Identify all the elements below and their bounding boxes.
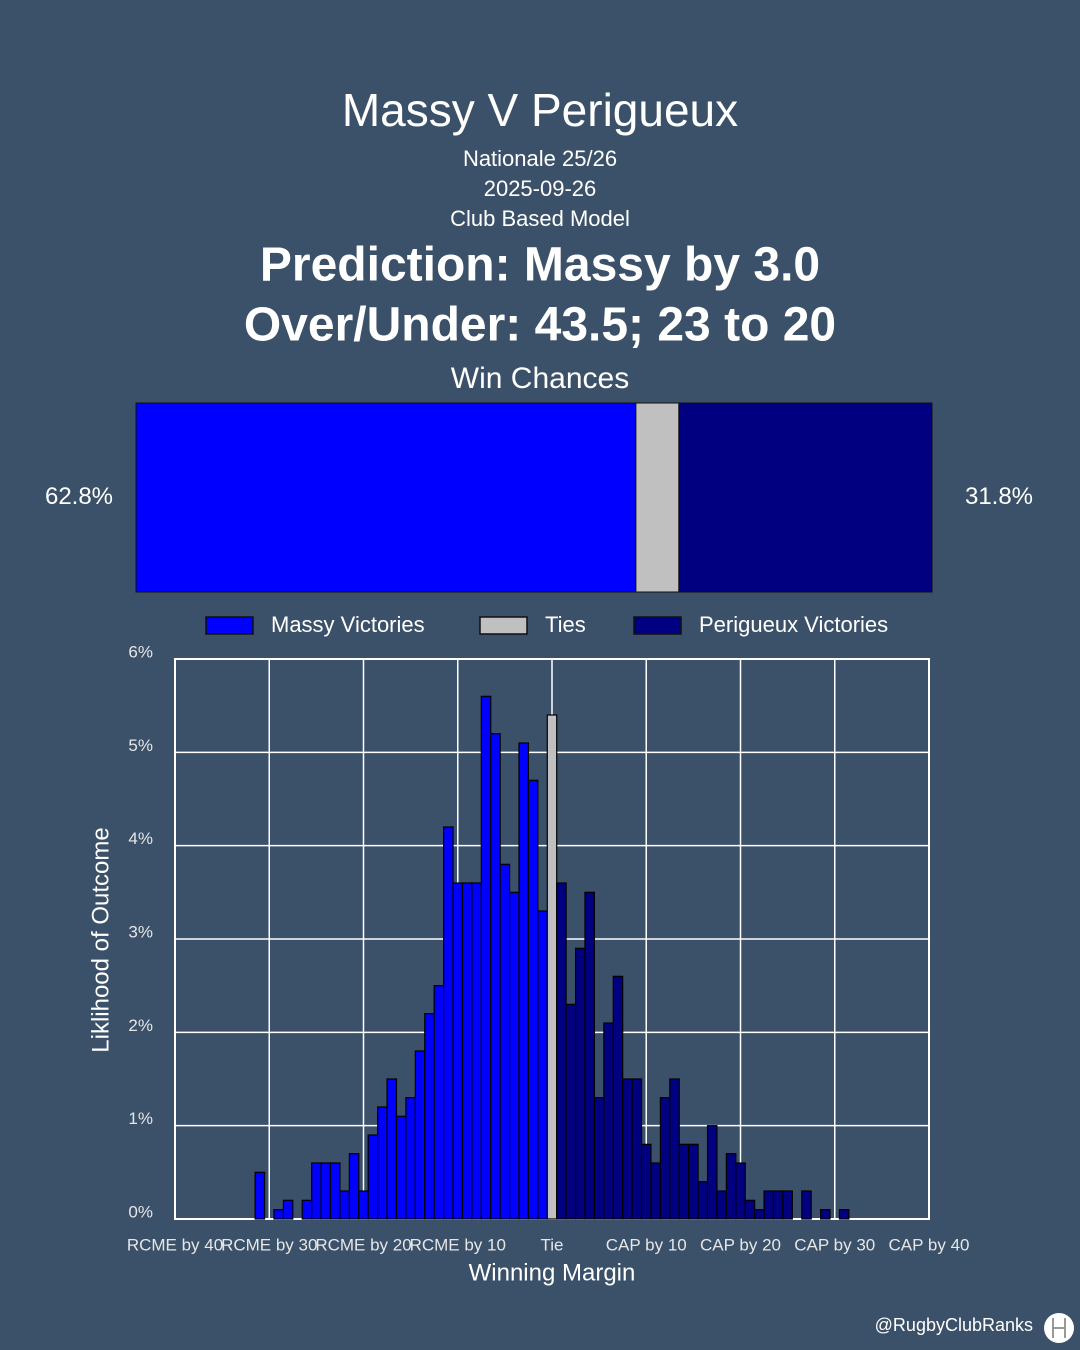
bar: [329, 1162, 341, 1220]
bar: [593, 1097, 605, 1220]
y-tick-label: 1%: [128, 1109, 153, 1128]
win-bar-segment: [635, 402, 680, 593]
legend-label: Perigueux Victories: [699, 612, 888, 637]
bar: [565, 1003, 577, 1220]
x-tick-label: CAP by 20: [700, 1235, 781, 1254]
y-axis-label: Liklihood of Outcome: [87, 827, 114, 1052]
bar: [358, 1190, 369, 1220]
bar: [480, 695, 492, 1220]
x-tick-label: CAP by 30: [794, 1235, 875, 1254]
legend-swatch: [633, 616, 682, 635]
bar: [282, 1199, 294, 1220]
bar: [311, 1162, 322, 1220]
y-tick-label: 3%: [128, 922, 153, 941]
bar: [508, 891, 520, 1220]
bar: [659, 1097, 671, 1220]
bar: [706, 1125, 718, 1220]
win-bar-segment: [678, 402, 933, 593]
y-tick-label: 0%: [128, 1202, 153, 1221]
bar: [499, 863, 511, 1220]
bar: [254, 1171, 266, 1220]
bar: [377, 1106, 388, 1220]
bar: [716, 1190, 727, 1220]
bar: [669, 1078, 680, 1220]
footer: @RugbyClubRanks: [875, 1315, 1033, 1335]
x-tick-label: CAP by 40: [889, 1235, 970, 1254]
x-tick-label: RCME by 20: [315, 1235, 411, 1254]
bar: [386, 1078, 398, 1220]
legend-swatch: [479, 616, 528, 635]
bar: [443, 826, 454, 1220]
bar: [754, 1209, 765, 1220]
bar: [697, 1181, 709, 1220]
y-tick-label: 6%: [128, 642, 153, 661]
logo-mark: [1052, 1318, 1066, 1338]
bar: [801, 1190, 812, 1220]
bar: [471, 882, 482, 1220]
subtitle: 2025-09-26: [484, 176, 597, 201]
bar: [650, 1162, 661, 1220]
bar: [763, 1190, 775, 1220]
bar: [273, 1209, 284, 1220]
x-tick-label: RCME by 10: [410, 1235, 506, 1254]
win-bar-segment: [135, 402, 637, 593]
y-tick-label: 5%: [128, 736, 153, 755]
bar: [744, 1199, 756, 1220]
bar: [518, 742, 530, 1220]
bar: [414, 1050, 426, 1220]
bar: [735, 1162, 746, 1220]
bar: [424, 1013, 435, 1220]
bar: [527, 779, 539, 1220]
bar: [348, 1153, 360, 1220]
bar: [574, 947, 586, 1220]
bar: [556, 882, 567, 1220]
bar: [490, 733, 501, 1220]
headline: Over/Under: 43.5; 23 to 20: [244, 299, 836, 352]
legend-label: Massy Victories: [271, 612, 425, 637]
x-tick-label: Tie: [541, 1235, 564, 1254]
bar: [367, 1134, 379, 1220]
bar: [546, 714, 558, 1220]
x-tick-label: RCME by 30: [221, 1235, 317, 1254]
bar: [461, 882, 473, 1220]
bar: [301, 1199, 313, 1220]
bar: [452, 882, 464, 1220]
y-tick-label: 4%: [128, 829, 153, 848]
bar: [339, 1190, 350, 1220]
bar: [725, 1153, 737, 1220]
bar: [584, 891, 596, 1220]
bar: [631, 1078, 643, 1220]
bar: [688, 1143, 699, 1220]
win-label: 31.8%: [965, 483, 1033, 510]
bar: [782, 1190, 793, 1220]
bar: [612, 975, 624, 1220]
headline: Prediction: Massy by 3.0: [260, 239, 820, 292]
legend-swatch: [205, 616, 254, 635]
bar: [640, 1143, 652, 1220]
subtitle: Nationale 25/26: [463, 146, 617, 171]
title: Massy V Perigueux: [342, 84, 738, 136]
x-tick-label: RCME by 40: [127, 1235, 223, 1254]
bar: [678, 1143, 690, 1220]
bar: [405, 1097, 416, 1220]
bar: [537, 910, 548, 1220]
bar: [820, 1209, 831, 1220]
bar: [603, 1022, 614, 1220]
y-tick-label: 2%: [128, 1016, 153, 1035]
subtitle: Club Based Model: [450, 206, 630, 231]
win-label: 62.8%: [45, 483, 113, 510]
bar: [772, 1190, 784, 1220]
bar: [320, 1162, 332, 1220]
bar: [622, 1078, 633, 1220]
bar: [838, 1209, 850, 1220]
x-tick-label: CAP by 10: [606, 1235, 687, 1254]
legend-label: Ties: [545, 612, 586, 637]
win-chances-title: Win Chances: [451, 362, 629, 395]
x-axis-label: Winning Margin: [469, 1259, 636, 1286]
bar: [395, 1115, 407, 1220]
bar: [433, 985, 445, 1220]
